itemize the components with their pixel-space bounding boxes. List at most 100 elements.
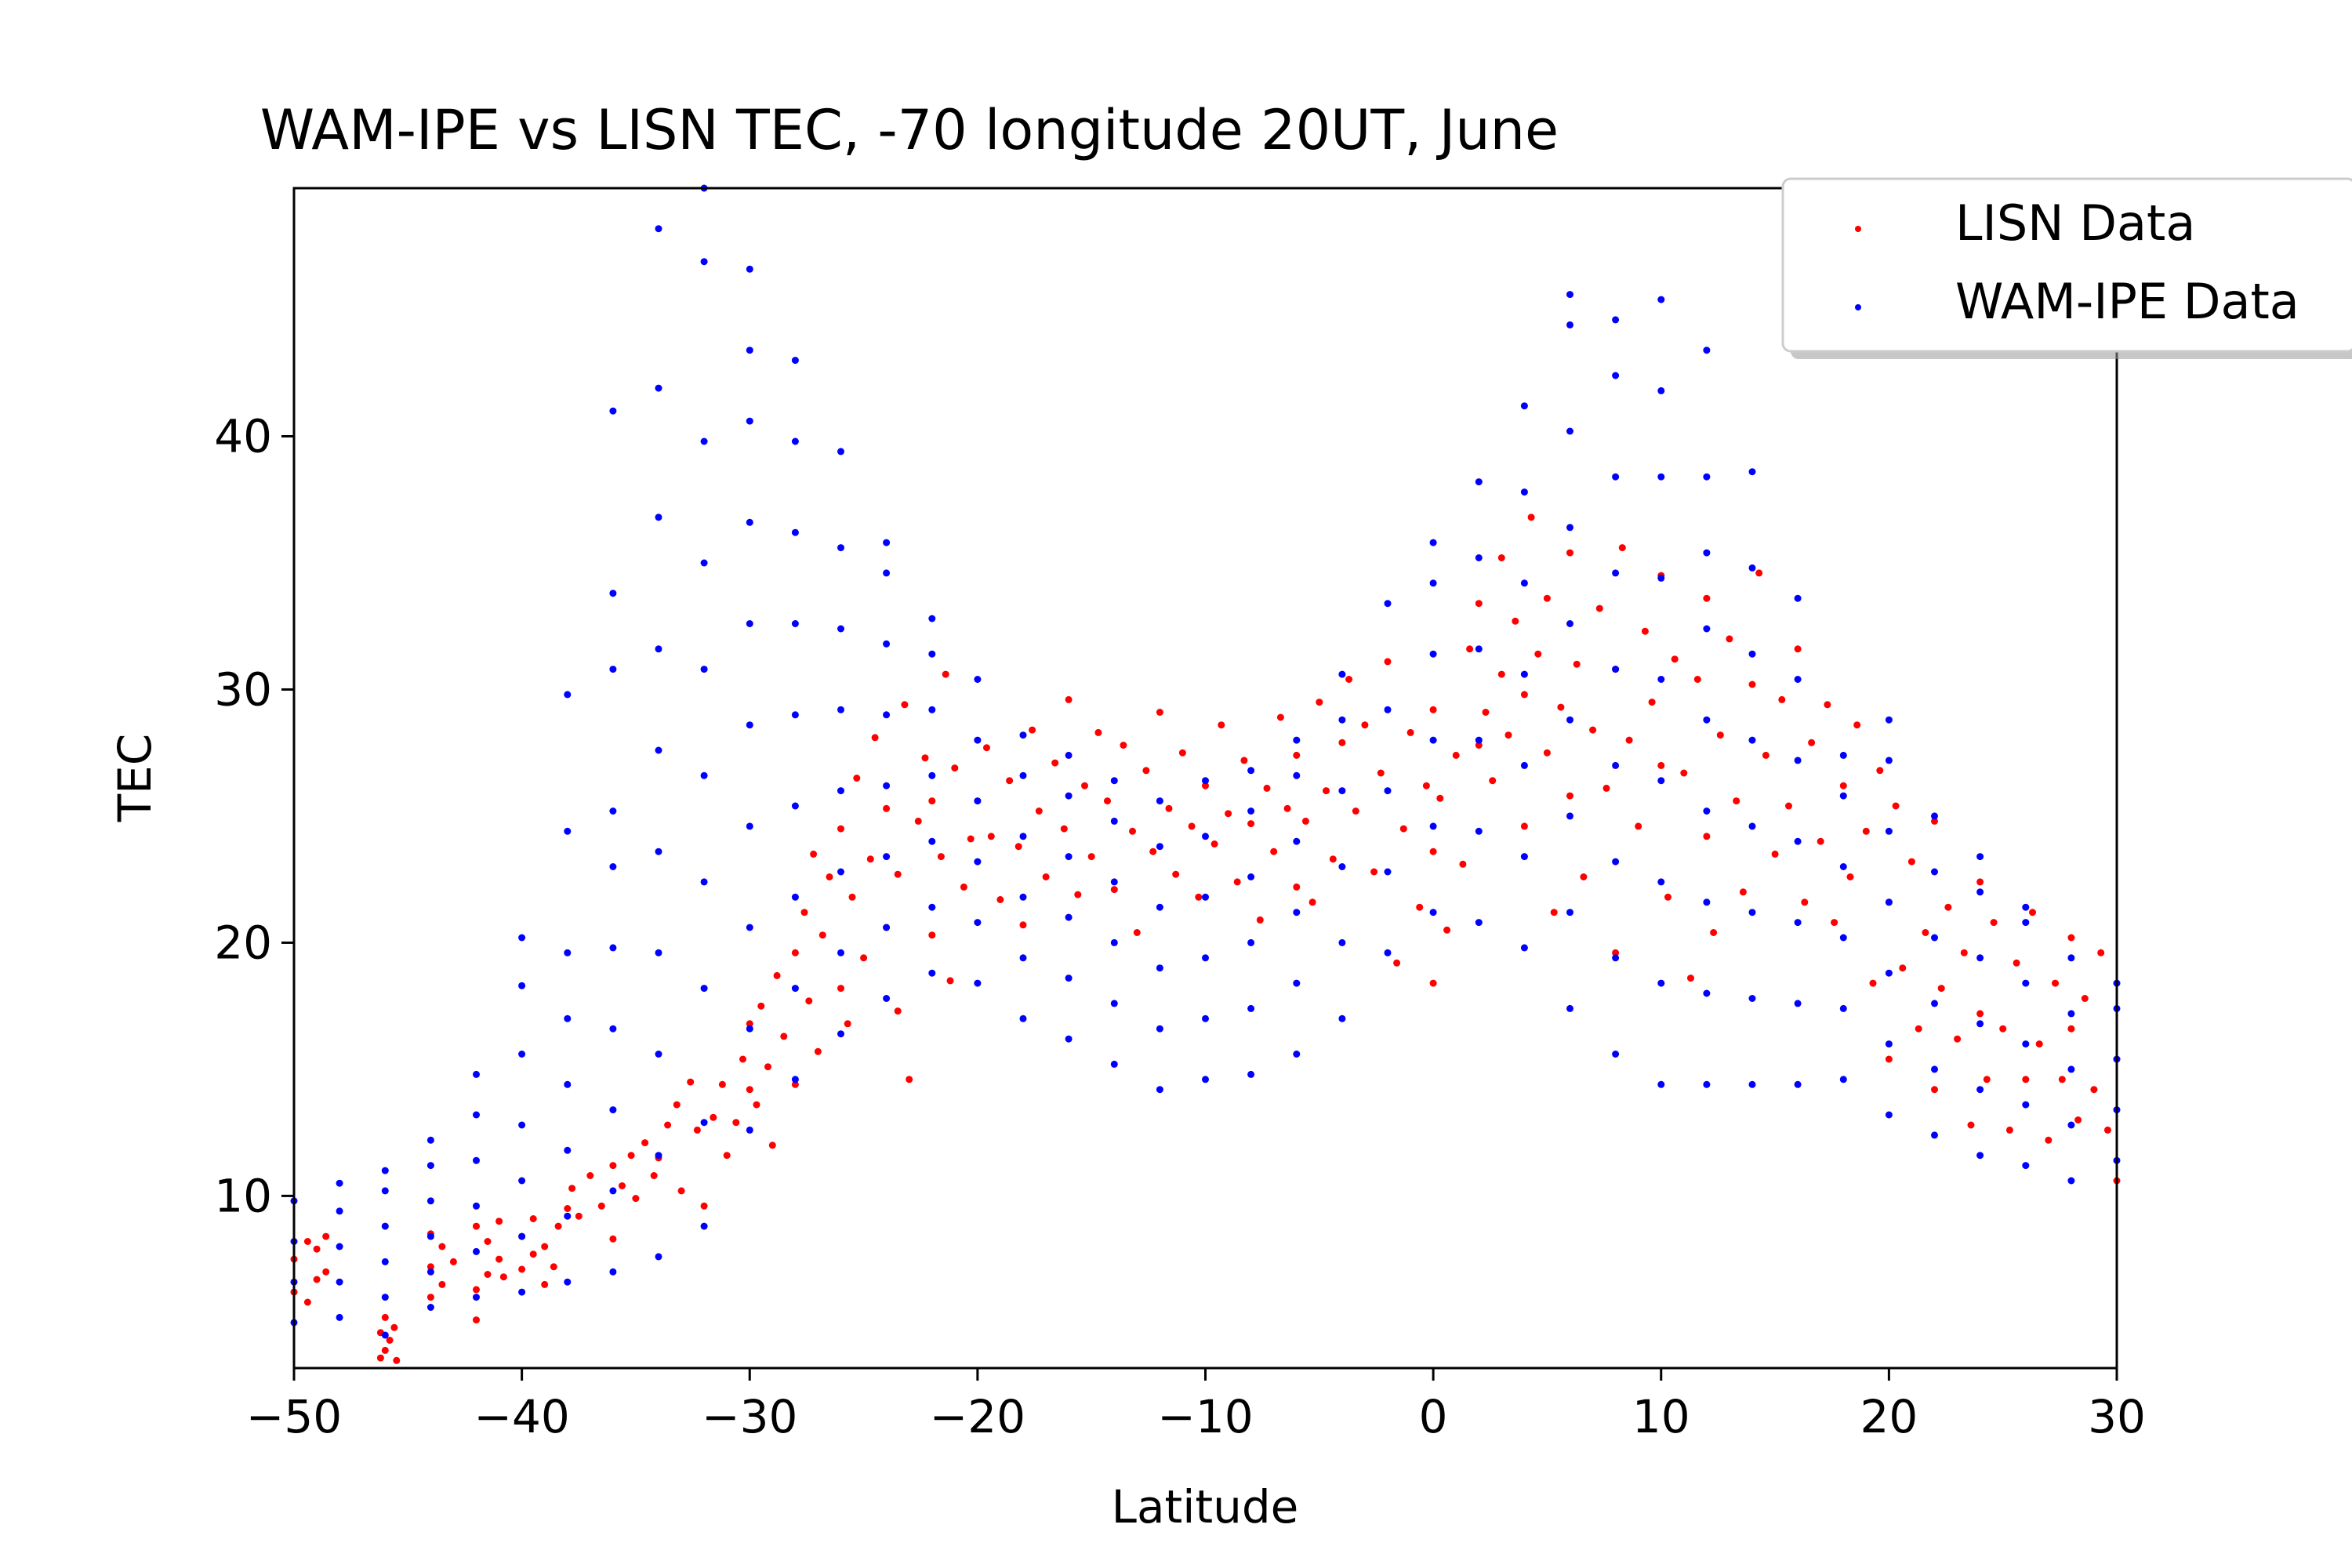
wam-ipe-point (883, 995, 891, 1002)
lisn-point (495, 1255, 503, 1263)
lisn-point (700, 1202, 708, 1210)
wam-ipe-point (1703, 347, 1711, 354)
wam-ipe-point (837, 706, 844, 713)
wam-ipe-point (1110, 878, 1118, 886)
lisn-point (826, 873, 833, 880)
wam-ipe-point (655, 1253, 662, 1261)
wam-ipe-point (974, 676, 982, 683)
wam-ipe-point (1429, 539, 1437, 546)
lisn-point (883, 804, 891, 812)
wam-ipe-point (1748, 1080, 1756, 1088)
lisn-point (1824, 701, 1831, 709)
wam-ipe-point (1338, 670, 1346, 678)
wam-ipe-point (1293, 979, 1301, 987)
wam-ipe-point (883, 539, 891, 546)
lisn-point (1831, 919, 1838, 927)
wam-ipe-point (1885, 969, 1893, 977)
lisn-point (710, 1113, 717, 1121)
wam-ipe-point (473, 1070, 480, 1078)
lisn-point (1748, 681, 1756, 688)
lisn-point (586, 1172, 594, 1179)
lisn-point (2074, 1116, 2082, 1123)
lisn-point (1618, 544, 1626, 552)
wam-ipe-point (381, 1222, 389, 1230)
wam-ipe-point (1657, 1080, 1665, 1088)
x-axis-label: Latitude (1112, 1480, 1299, 1534)
lisn-point (1931, 817, 1938, 825)
wam-ipe-point (1520, 670, 1528, 678)
lisn-point (987, 833, 995, 840)
lisn-point (1907, 858, 1915, 866)
lisn-point (1104, 797, 1111, 805)
wam-ipe-point (1065, 913, 1073, 921)
lisn-point (641, 1139, 649, 1147)
wam-ipe-point (655, 384, 662, 392)
lisn-point (1671, 655, 1679, 663)
lisn-point (2022, 1076, 2030, 1083)
legend-marker-wamipe (1855, 304, 1861, 310)
x-tick-label: −10 (1157, 1390, 1253, 1443)
lisn-point (1142, 767, 1150, 775)
wam-ipe-point (1748, 909, 1756, 916)
wam-ipe-point (791, 985, 799, 993)
wam-ipe-point (1794, 676, 1802, 683)
wam-ipe-point (1520, 579, 1528, 587)
wam-ipe-point (1293, 771, 1301, 779)
wam-ipe-point (928, 837, 936, 845)
wam-ipe-point (473, 1247, 480, 1255)
wam-ipe-point (564, 1212, 572, 1220)
lisn-point (1641, 627, 1649, 635)
lisn-point (426, 1263, 434, 1271)
lisn-point (773, 971, 781, 979)
lisn-point (619, 1182, 626, 1189)
lisn-point (473, 1316, 480, 1324)
lisn-point (1087, 853, 1095, 861)
wam-ipe-point (609, 1106, 617, 1114)
wam-ipe-point (700, 1222, 708, 1230)
wam-ipe-point (473, 1202, 480, 1210)
wam-ipe-point (1839, 1004, 1847, 1012)
wam-ipe-point (1475, 478, 1483, 486)
wam-ipe-point (2067, 1065, 2075, 1073)
lisn-point (609, 1162, 617, 1170)
lisn-point (1384, 658, 1392, 666)
lisn-point (1129, 827, 1136, 835)
lisn-point (1195, 893, 1203, 901)
wam-ipe-point (1110, 1060, 1118, 1068)
x-tick-label: 0 (1419, 1390, 1448, 1443)
wam-ipe-point (1748, 468, 1756, 476)
wam-ipe-point (883, 924, 891, 931)
wam-ipe-point (791, 893, 799, 901)
wam-ipe-point (837, 949, 844, 956)
wam-ipe-point (1931, 868, 1938, 876)
lisn-point (1074, 891, 1082, 898)
lisn-point (1489, 777, 1497, 785)
lisn-point (746, 1086, 753, 1094)
wam-ipe-point (1019, 1014, 1027, 1022)
lisn-point (303, 1238, 311, 1245)
lisn-point (1308, 898, 1316, 906)
wam-ipe-point (1429, 579, 1437, 587)
wam-ipe-point (1748, 564, 1756, 572)
lisn-point (693, 1126, 701, 1134)
wam-ipe-point (1019, 771, 1027, 779)
lisn-point (1664, 893, 1671, 901)
lisn-point (960, 883, 967, 891)
lisn-point (1218, 721, 1225, 729)
lisn-point (1899, 964, 1907, 972)
wam-ipe-point (1748, 995, 1756, 1002)
lisn-point (1999, 1025, 2007, 1033)
wam-ipe-point (837, 1030, 844, 1038)
lisn-point (2103, 1126, 2111, 1134)
wam-ipe-point (791, 711, 799, 719)
wam-ipe-point (1794, 594, 1802, 602)
wam-ipe-point (1247, 938, 1255, 946)
wam-ipe-point (974, 858, 982, 866)
lisn-point (1693, 676, 1701, 683)
wam-ipe-point (700, 258, 708, 266)
lisn-point (1475, 600, 1483, 608)
lisn-point (1944, 903, 1952, 911)
wam-ipe-point (1019, 954, 1027, 962)
wam-ipe-point (746, 347, 753, 354)
lisn-point (791, 1080, 799, 1088)
